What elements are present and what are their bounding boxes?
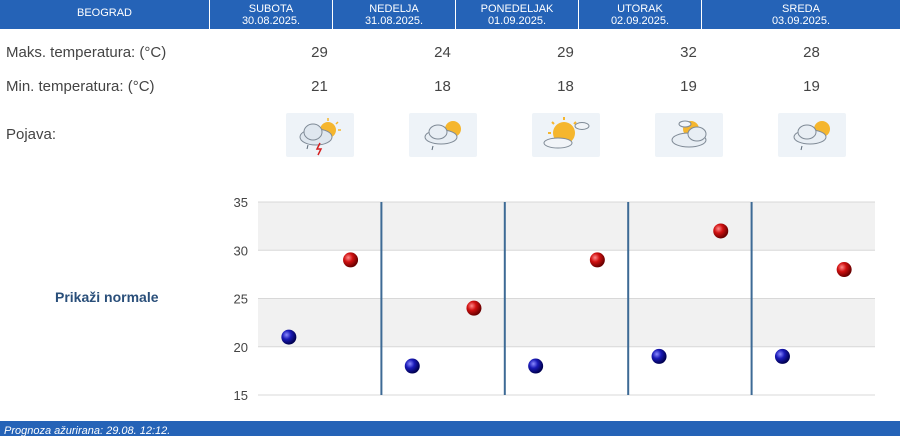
- chart-points: [281, 223, 852, 374]
- day-name: UTORAK: [617, 3, 663, 15]
- day-date: 01.09.2025.: [487, 15, 547, 27]
- day-header-2: NEDELJA 31.08.2025.: [333, 0, 456, 29]
- max-temp-point: [589, 252, 605, 268]
- update-timestamp: Prognoza ažurirana: 29.08. 12:12.: [4, 425, 171, 437]
- min-temperature-row: Min. temperatura: (°C) 21 18 18 19 19: [0, 72, 900, 102]
- min-temperature-label: Min. temperatura: (°C): [6, 78, 155, 95]
- max-temp-point: [713, 223, 729, 239]
- min-temp-day-5: 19: [803, 78, 820, 95]
- min-temp-point: [404, 358, 420, 374]
- min-temp-point: [651, 348, 667, 364]
- chart-grid: [258, 201, 875, 396]
- min-temp-day-1: 21: [311, 78, 328, 95]
- forecast-header: BEOGRAD SUBOTA 30.08.2025. NEDELJA 31.08…: [0, 0, 900, 29]
- max-temperature-row: Maks. temperatura: (°C) 29 24 29 32 28: [0, 38, 900, 68]
- day-name: SUBOTA: [248, 3, 294, 15]
- min-temp-point: [528, 358, 544, 374]
- min-temp-day-4: 19: [680, 78, 697, 95]
- cloud-sun-icon: [655, 113, 723, 157]
- y-axis-ticks: 15 20 25 30 35: [234, 195, 248, 403]
- max-temp-day-5: 28: [803, 44, 820, 61]
- max-temp-day-4: 32: [680, 44, 697, 61]
- max-temp-point: [836, 262, 852, 278]
- max-temp-day-2: 24: [434, 44, 451, 61]
- grid-band: [258, 202, 875, 251]
- day-name: NEDELJA: [369, 3, 419, 15]
- min-temp-point: [774, 348, 790, 364]
- show-normals-toggle[interactable]: Prikaži normale: [55, 289, 159, 305]
- day-date: 03.09.2025.: [771, 15, 831, 27]
- min-temp-day-2: 18: [434, 78, 451, 95]
- city-name: BEOGRAD: [0, 0, 210, 29]
- y-tick-label: 15: [234, 388, 248, 403]
- sun-cloud-icon: [532, 113, 600, 157]
- status-footer: Prognoza ažurirana: 29.08. 12:12.: [0, 421, 900, 437]
- day-date: 30.08.2025.: [241, 15, 301, 27]
- cloud-sun-drizzle-icon: [778, 113, 846, 157]
- day-name: PONEDELJAK: [480, 3, 554, 15]
- max-temperature-label: Maks. temperatura: (°C): [6, 44, 167, 61]
- max-temp-point: [466, 300, 482, 316]
- grid-band: [258, 250, 875, 299]
- y-tick-label: 25: [234, 292, 248, 307]
- max-temp-day-1: 29: [311, 44, 328, 61]
- day-dividers: [380, 202, 753, 395]
- y-tick-label: 30: [234, 243, 248, 258]
- min-temp-point: [281, 329, 297, 345]
- day-header-1: SUBOTA 30.08.2025.: [210, 0, 333, 29]
- grid-band: [258, 346, 875, 395]
- day-date: 31.08.2025.: [364, 15, 424, 27]
- day-name: SREDA: [782, 3, 820, 15]
- min-temp-day-3: 18: [557, 78, 574, 95]
- max-temp-day-3: 29: [557, 44, 574, 61]
- cloud-sun-drizzle-icon: [409, 113, 477, 157]
- day-header-5: SREDA 03.09.2025.: [702, 0, 900, 29]
- day-header-3: PONEDELJAK 01.09.2025.: [456, 0, 579, 29]
- phenomenon-row: Pojava:: [0, 120, 900, 150]
- grid-band: [258, 298, 875, 347]
- y-tick-label: 35: [234, 195, 248, 210]
- day-header-4: UTORAK 02.09.2025.: [579, 0, 702, 29]
- y-tick-label: 20: [234, 340, 248, 355]
- cloud-sun-thunder-icon: [286, 113, 354, 157]
- phenomenon-label: Pojava:: [6, 126, 57, 143]
- day-date: 02.09.2025.: [610, 15, 670, 27]
- temperature-chart: 15 20 25 30 35: [234, 195, 875, 403]
- max-temp-point: [343, 252, 359, 268]
